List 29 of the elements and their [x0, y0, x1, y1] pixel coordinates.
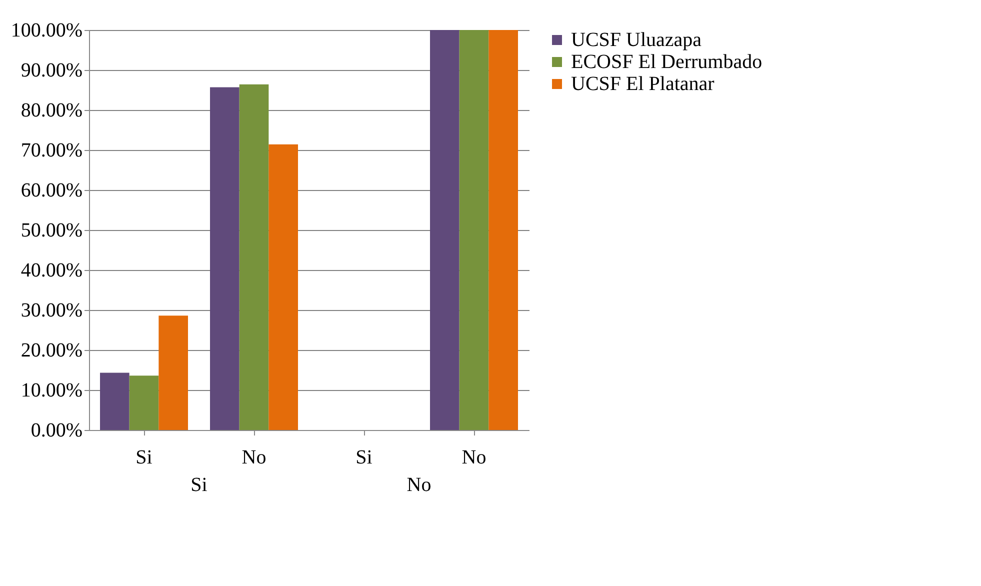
- y-tick-label: 10.00%: [20, 380, 82, 402]
- x-tick-label: No: [242, 446, 266, 468]
- text: No: [406, 474, 432, 496]
- legend-label: UCSF El Platanar: [571, 73, 715, 95]
- bar: [488, 30, 518, 430]
- y-tick-label: 30.00%: [20, 300, 82, 322]
- y-tick-label: 100.00%: [10, 20, 82, 42]
- x-tick-label: Si: [356, 446, 373, 468]
- bar: [210, 87, 240, 430]
- bar: [268, 144, 298, 430]
- y-tick-label: 40.00%: [20, 260, 82, 282]
- bar: [158, 316, 188, 430]
- bar: [459, 30, 489, 430]
- bar: [239, 84, 269, 430]
- x-tick-label: No: [462, 446, 486, 468]
- y-tick-label: 50.00%: [20, 220, 82, 242]
- y-tick-label: 60.00%: [20, 180, 82, 202]
- x-tick-label: Si: [136, 446, 153, 468]
- text: Si: [190, 474, 208, 496]
- bar: [100, 372, 130, 430]
- bar: [430, 30, 460, 430]
- y-tick-label: 20.00%: [20, 340, 82, 362]
- legend-label: ECOSF El Derrumbado: [571, 51, 762, 73]
- y-tick-label: 70.00%: [20, 140, 82, 162]
- bar: [129, 376, 159, 430]
- legend-label: UCSF Uluazapa: [571, 29, 702, 51]
- y-tick-label: 90.00%: [20, 60, 82, 82]
- y-tick-label: 80.00%: [20, 100, 82, 122]
- y-tick-label: 0.00%: [30, 420, 82, 442]
